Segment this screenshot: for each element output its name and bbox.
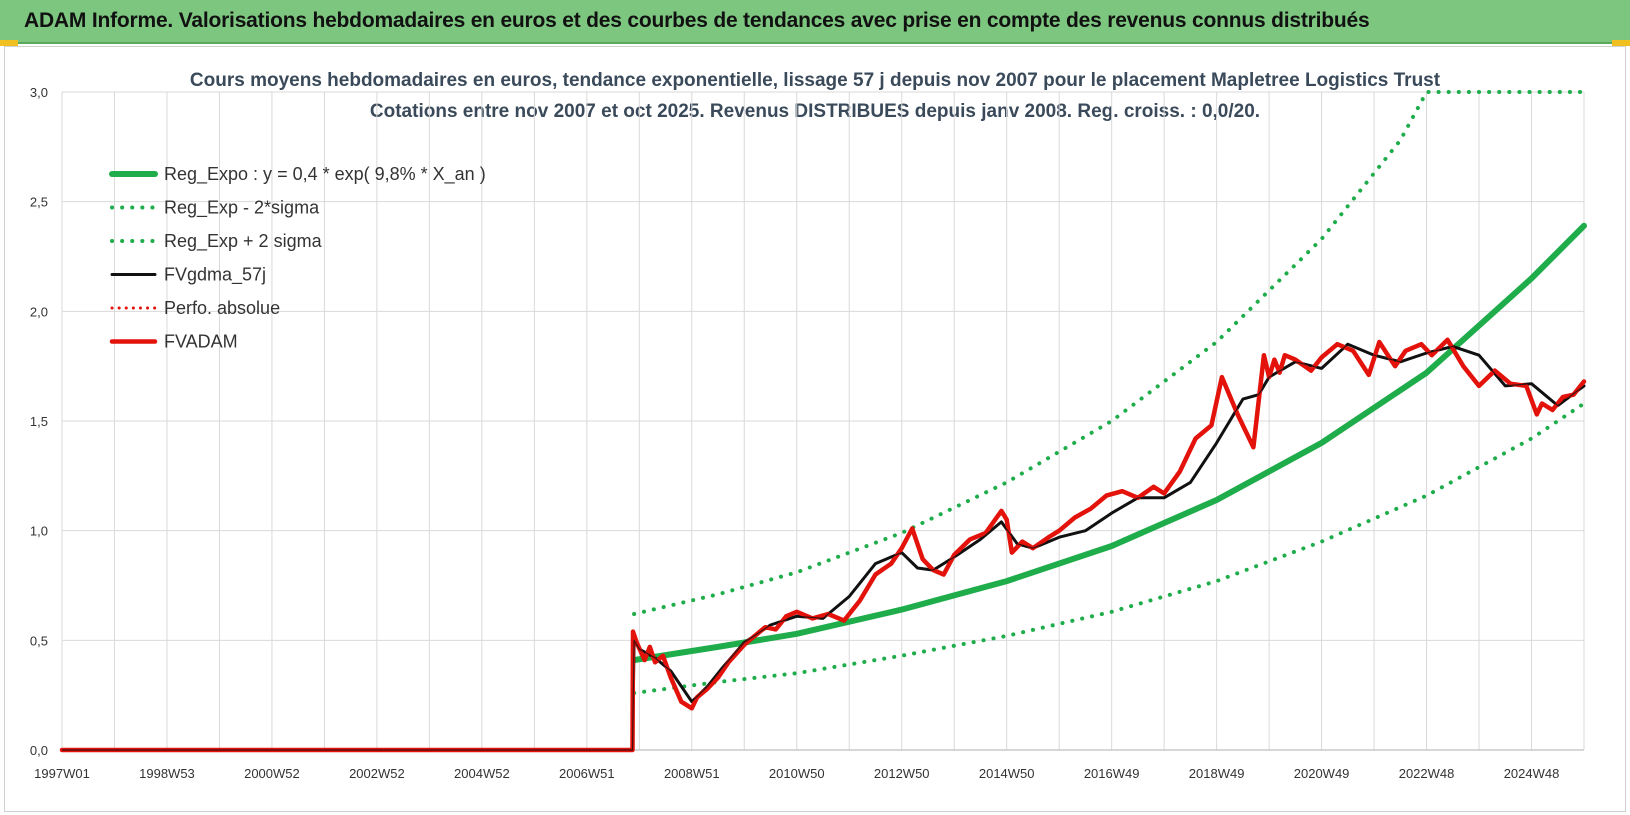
x-tick-label: 2022W48 (1399, 766, 1455, 781)
x-tick-label: 2010W50 (769, 766, 825, 781)
legend-label: Reg_Expo : y = 0,4 * exp( 9,8% * X_an ) (164, 164, 486, 185)
y-tick-label: 1,0 (30, 524, 48, 539)
x-tick-label: 2020W49 (1294, 766, 1350, 781)
x-tick-label: 2008W51 (664, 766, 720, 781)
y-tick-label: 2,5 (30, 195, 48, 210)
series-line-5 (59, 337, 1587, 753)
chart-frame (4, 46, 1626, 812)
x-tick-label: 2000W52 (244, 766, 300, 781)
series-line-0 (631, 222, 1587, 664)
x-tick-label: 1997W01 (34, 766, 90, 781)
y-tick-label: 3,0 (30, 85, 48, 100)
x-tick-label: 1998W53 (139, 766, 195, 781)
legend-label: Reg_Exp + 2 sigma (164, 231, 323, 252)
x-tick-label: 2016W49 (1084, 766, 1140, 781)
series-line-1 (632, 401, 1586, 695)
series-line-fvadam-top (62, 338, 1586, 752)
series-line-3 (60, 342, 1586, 752)
x-tick-label: 2018W49 (1189, 766, 1245, 781)
y-tick-label: 2,0 (30, 304, 48, 319)
legend-label: FVADAM (164, 332, 238, 352)
corner-accent-right (1612, 40, 1630, 46)
chart-title-line: Cours moyens hebdomadaires en euros, ten… (190, 70, 1441, 91)
x-tick-label: 2024W48 (1504, 766, 1560, 781)
legend-label: FVgdma_57j (164, 265, 266, 286)
series-line-gdma-top (62, 343, 1585, 751)
page-title: ADAM Informe. Valorisations hebdomadaire… (24, 9, 1370, 32)
x-tick-label: 2012W50 (874, 766, 930, 781)
corner-accent-left (0, 40, 18, 46)
legend-label: Perfo. absolue (164, 298, 280, 318)
y-tick-label: 0,5 (30, 633, 48, 648)
series-line-2 (632, 90, 1586, 616)
y-tick-label: 1,5 (30, 414, 48, 429)
x-tick-label: 2004W52 (454, 766, 510, 781)
y-tick-label: 0,0 (30, 743, 48, 758)
legend-label: Reg_Exp - 2*sigma (164, 198, 320, 219)
header-bar: ADAM Informe. Valorisations hebdomadaire… (0, 0, 1630, 44)
x-tick-label: 2006W51 (559, 766, 615, 781)
x-tick-label: 2002W52 (349, 766, 405, 781)
x-tick-label: 2014W50 (979, 766, 1035, 781)
chart-title-line: Cotations entre nov 2007 et oct 2025. Re… (370, 101, 1260, 122)
